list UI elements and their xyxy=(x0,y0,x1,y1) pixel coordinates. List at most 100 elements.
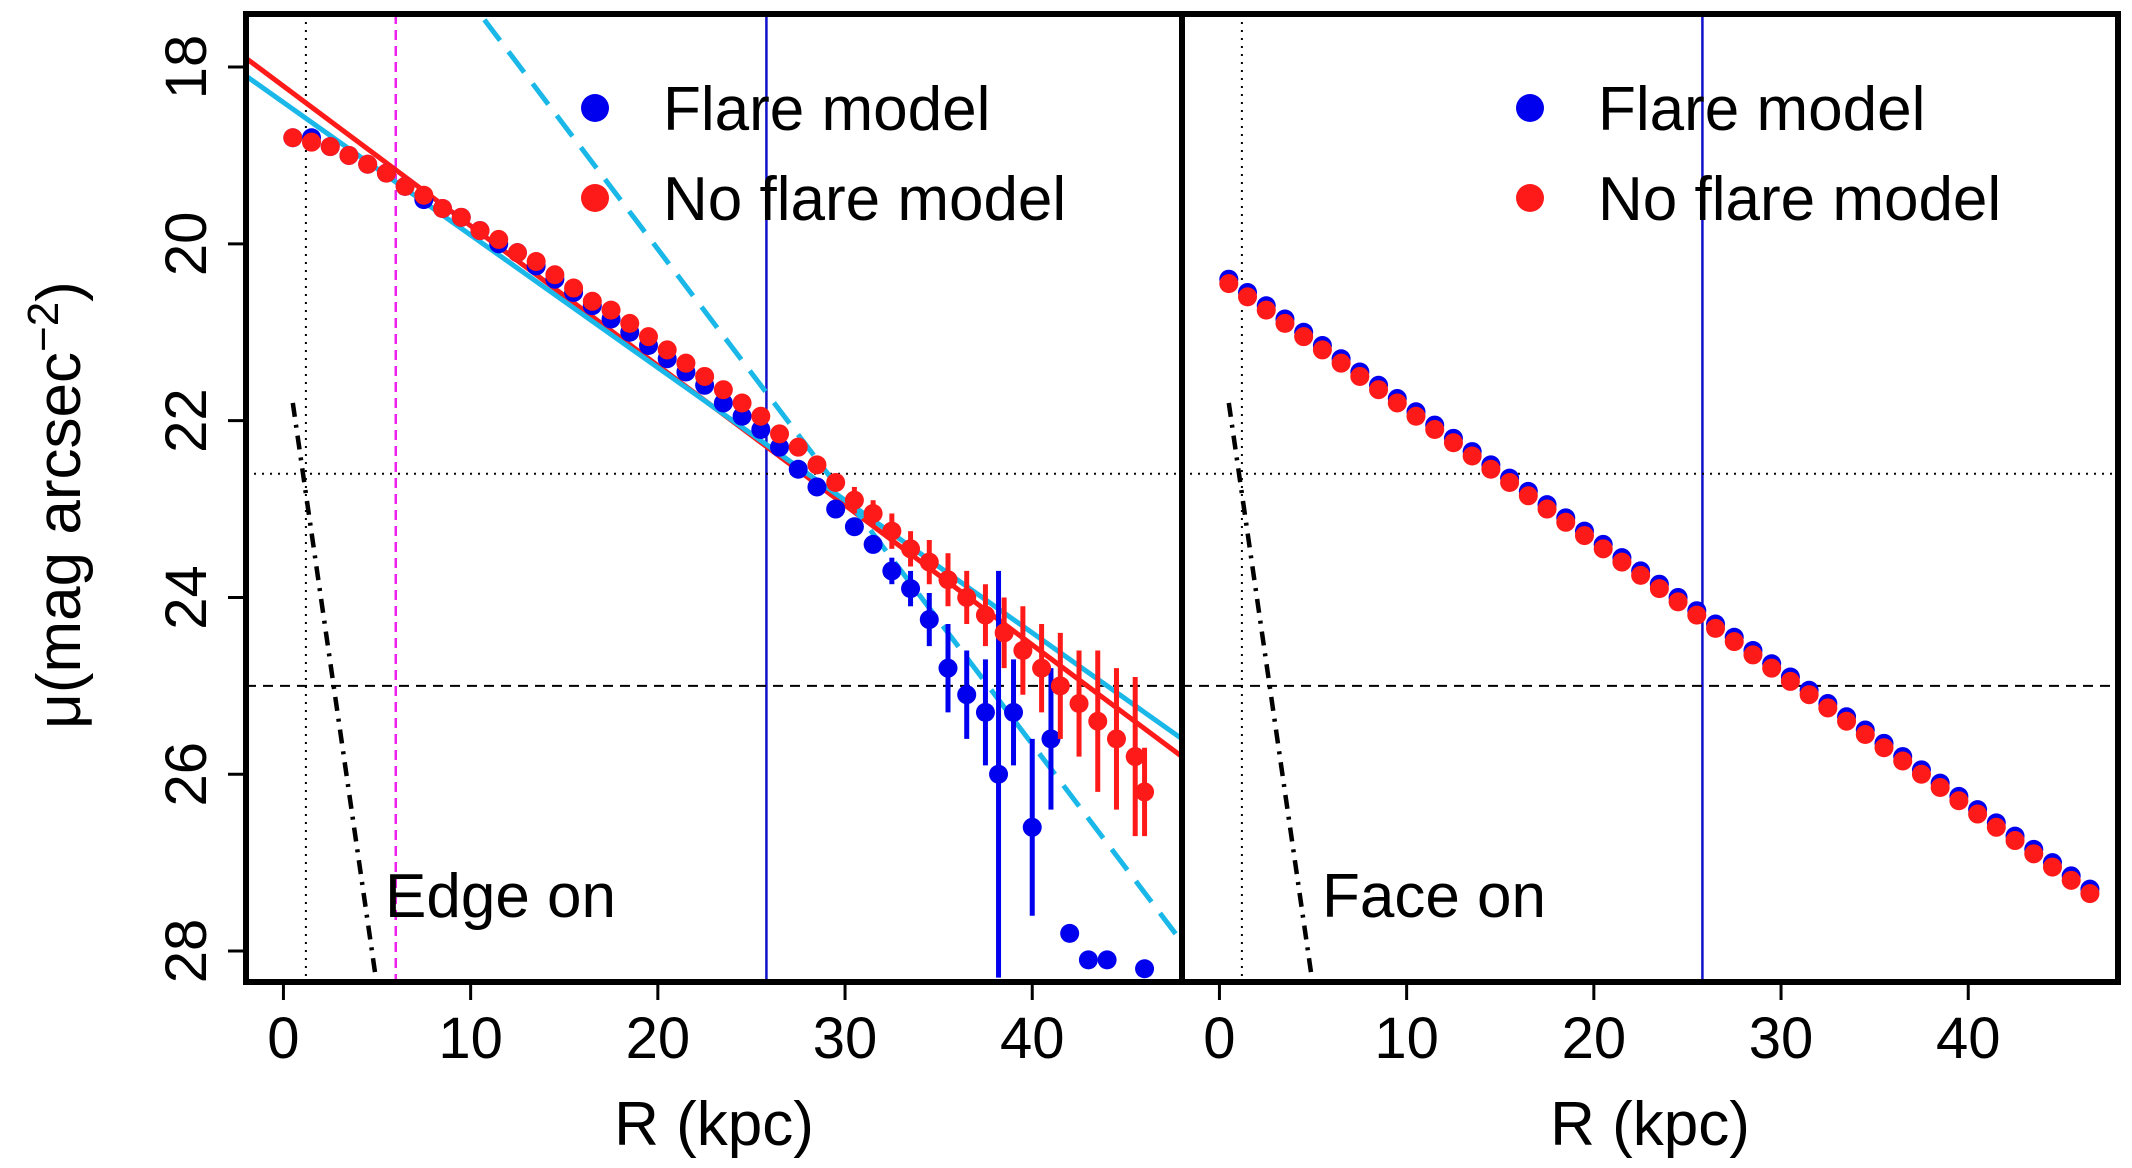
flare-point xyxy=(1097,950,1117,970)
noflare-point xyxy=(470,221,490,241)
noflare-point xyxy=(1986,817,2006,837)
y-tick-label: 22 xyxy=(154,388,219,453)
panel-face-on-legend: Flare model No flare model xyxy=(1516,75,2001,234)
noflare-point xyxy=(1462,446,1482,466)
noflare-point xyxy=(358,154,378,174)
flare-point xyxy=(1078,950,1098,970)
noflare-point xyxy=(414,185,434,205)
noflare-point xyxy=(1350,366,1370,386)
flare-point xyxy=(826,499,846,519)
noflare-point xyxy=(1893,751,1913,771)
noflare-point xyxy=(807,455,827,475)
y-axis-label-main: μ(mag arcsec xyxy=(25,352,94,729)
fit-line-cyan-dashed xyxy=(476,14,1182,944)
noflare-point xyxy=(1612,552,1632,572)
noflare-point xyxy=(1294,327,1314,347)
noflare-point xyxy=(695,366,715,386)
noflare-point xyxy=(1312,340,1332,360)
noflare-point xyxy=(2024,844,2044,864)
noflare-point xyxy=(1518,486,1538,506)
noflare-point xyxy=(1425,419,1445,439)
panel-edge-on-data xyxy=(283,128,1155,979)
noflare-point xyxy=(1556,512,1576,532)
noflare-point xyxy=(1537,499,1557,519)
noflare-point xyxy=(1219,274,1239,294)
noflare-point xyxy=(1500,473,1520,493)
noflare-point xyxy=(863,503,883,523)
noflare-point xyxy=(1387,393,1407,413)
flare-point xyxy=(919,610,939,630)
noflare-point xyxy=(1762,658,1782,678)
panel-face-on-data xyxy=(1219,269,2100,904)
flare-point xyxy=(975,702,995,722)
flare-point xyxy=(863,534,883,554)
panel-face-on-axes: 0 10 20 30 40 xyxy=(1179,11,2121,1071)
flare-point xyxy=(788,459,808,479)
noflare-point xyxy=(1069,694,1089,714)
noflare-point xyxy=(601,300,621,320)
x-tick-label: 0 xyxy=(267,1006,299,1071)
y-tick-label: 24 xyxy=(154,565,219,630)
noflare-point xyxy=(919,552,939,572)
noflare-point xyxy=(844,490,864,510)
noflare-point xyxy=(1256,300,1276,320)
noflare-point xyxy=(676,353,696,373)
noflare-point xyxy=(1032,658,1052,678)
flare-point xyxy=(1060,923,1080,943)
noflare-point xyxy=(564,278,584,298)
noflare-point xyxy=(2061,870,2081,890)
noflare-point xyxy=(2042,857,2062,877)
noflare-point xyxy=(620,313,640,333)
noflare-point xyxy=(1406,406,1426,426)
flare-point xyxy=(732,406,752,426)
panel-annotation-edge-on: Edge on xyxy=(385,862,616,931)
noflare-point xyxy=(638,327,658,347)
noflare-point xyxy=(1238,287,1258,307)
noflare-point xyxy=(302,132,322,152)
noflare-point xyxy=(657,340,677,360)
noflare-point xyxy=(451,207,471,227)
panel-edge-on-legend: Flare model No flare model xyxy=(581,75,1066,234)
flare-point xyxy=(989,764,1009,784)
panel-edge-on: Flare model No flare model Edge on 0 10 20… xyxy=(154,11,1185,1159)
x-tick-label: 30 xyxy=(813,1006,878,1071)
x-tick-label: 30 xyxy=(1749,1006,1814,1071)
noflare-point xyxy=(1799,685,1819,705)
x-tick-label: 20 xyxy=(1562,1006,1627,1071)
svg-text:μ(mag arcsec−2): μ(mag arcsec−2) xyxy=(19,281,94,729)
flare-point xyxy=(882,561,902,581)
noflare-point xyxy=(1013,640,1033,660)
noflare-point xyxy=(975,605,995,625)
plot-frame xyxy=(1179,11,2121,985)
flare-point xyxy=(957,685,977,705)
x-tick-label: 10 xyxy=(438,1006,503,1071)
noflare-point xyxy=(2080,884,2100,904)
noflare-point xyxy=(376,163,396,183)
y-tick-label: 18 xyxy=(154,35,219,100)
panel-edge-on-reference-lines xyxy=(246,14,1182,982)
noflare-point xyxy=(545,265,565,285)
noflare-point xyxy=(1706,618,1726,638)
noflare-point xyxy=(320,137,340,157)
legend-marker-noflare xyxy=(1516,184,1544,212)
panel-face-on: Flare model No flare model Face on 0 10 20… xyxy=(1179,11,2121,1159)
panel-edge-on-fit-lines xyxy=(246,14,1182,982)
noflare-point xyxy=(938,570,958,590)
noflare-point xyxy=(1930,778,1950,798)
noflare-point xyxy=(994,623,1014,643)
noflare-point xyxy=(1275,313,1295,333)
x-axis-label-face-on: R (kpc) xyxy=(1550,1090,1750,1159)
noflare-point xyxy=(770,424,790,444)
x-tick-label: 40 xyxy=(1936,1006,2001,1071)
noflare-point xyxy=(507,243,527,263)
legend-label-flare: Flare model xyxy=(1598,75,1925,144)
noflare-point xyxy=(1649,579,1669,599)
noflare-point xyxy=(788,437,808,457)
x-tick-label: 10 xyxy=(1374,1006,1439,1071)
y-axis-label-sup: −2 xyxy=(19,302,68,352)
flare-point xyxy=(713,393,733,413)
flare-point xyxy=(770,437,790,457)
flare-point xyxy=(1004,702,1024,722)
noflare-point xyxy=(1369,380,1389,400)
x-tick-label: 20 xyxy=(626,1006,691,1071)
